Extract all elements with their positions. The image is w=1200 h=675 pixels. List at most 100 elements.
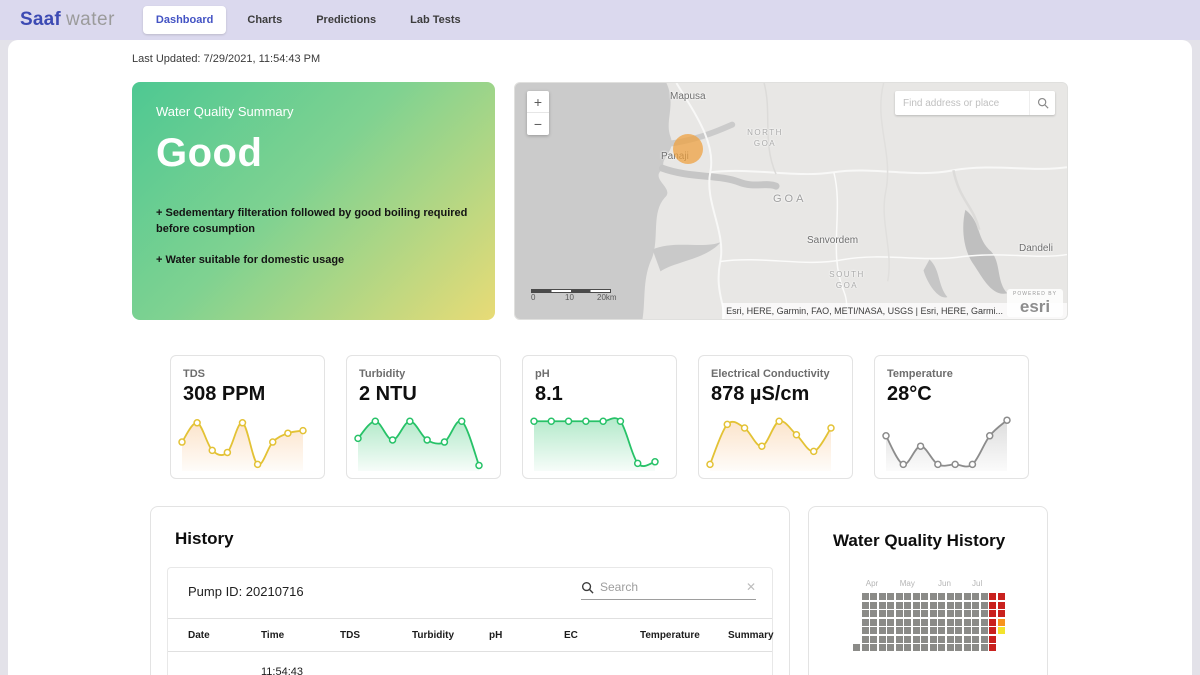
heatmap-cell[interactable] (946, 635, 954, 643)
heatmap-cell[interactable] (861, 627, 869, 634)
heatmap-cell[interactable] (929, 635, 937, 643)
heatmap-cell[interactable] (929, 618, 937, 626)
heatmap-cell[interactable] (955, 601, 962, 609)
heatmap-cell[interactable] (878, 593, 886, 600)
heatmap-cell[interactable] (878, 627, 886, 634)
clear-search-icon[interactable]: ✕ (745, 580, 756, 594)
heatmap-cell[interactable] (963, 644, 971, 651)
heatmap-cell[interactable] (955, 593, 962, 600)
heatmap-cell[interactable] (887, 644, 894, 651)
location-map[interactable]: + − Mapusa NORTH GOA Panaji GOA Sanvorde… (514, 82, 1068, 320)
heatmap-cell[interactable] (938, 601, 945, 609)
map-search-button[interactable] (1029, 91, 1055, 115)
heatmap-cell[interactable] (895, 644, 903, 651)
heatmap-cell[interactable] (938, 635, 945, 643)
heatmap-cell[interactable] (997, 610, 1005, 617)
heatmap-cell[interactable] (870, 627, 877, 634)
heatmap-cell[interactable] (870, 601, 877, 609)
heatmap-cell[interactable] (870, 635, 877, 643)
heatmap-cell[interactable] (963, 593, 971, 600)
heatmap-cell[interactable] (878, 635, 886, 643)
heatmap-cell[interactable] (870, 610, 877, 617)
heatmap-cell[interactable] (980, 627, 988, 634)
heatmap-cell[interactable] (921, 627, 928, 634)
tab-charts[interactable]: Charts (247, 14, 283, 26)
pump-location-marker[interactable] (673, 134, 703, 164)
heatmap-cell[interactable] (989, 601, 996, 609)
tab-predictions[interactable]: Predictions (316, 14, 377, 26)
heatmap-cell[interactable] (946, 601, 954, 609)
heatmap-cell[interactable] (878, 601, 886, 609)
heatmap-cell[interactable] (963, 601, 971, 609)
heatmap-cell[interactable] (989, 635, 996, 643)
map-search-input[interactable] (895, 91, 1029, 115)
zoom-in-button[interactable]: + (527, 91, 549, 113)
heatmap-cell[interactable] (972, 627, 979, 634)
heatmap-cell[interactable] (887, 593, 894, 600)
heatmap-cell[interactable] (921, 610, 928, 617)
heatmap-cell[interactable] (972, 593, 979, 600)
heatmap-cell[interactable] (929, 593, 937, 600)
heatmap-cell[interactable] (904, 601, 911, 609)
heatmap-cell[interactable] (980, 593, 988, 600)
heatmap-cell[interactable] (929, 610, 937, 617)
heatmap-cell[interactable] (980, 644, 988, 651)
heatmap-cell[interactable] (946, 593, 954, 600)
heatmap-cell[interactable] (887, 601, 894, 609)
heatmap-cell[interactable] (938, 610, 945, 617)
heatmap-cell[interactable] (946, 627, 954, 634)
tab-dashboard[interactable]: Dashboard (142, 6, 227, 34)
heatmap-cell[interactable] (946, 610, 954, 617)
heatmap-cell[interactable] (912, 610, 920, 617)
heatmap-cell[interactable] (895, 618, 903, 626)
heatmap-cell[interactable] (997, 601, 1005, 609)
heatmap-cell[interactable] (878, 644, 886, 651)
heatmap-cell[interactable] (997, 618, 1005, 626)
heatmap-cell[interactable] (904, 627, 911, 634)
heatmap-cell[interactable] (938, 627, 945, 634)
heatmap-cell[interactable] (921, 618, 928, 626)
heatmap-cell[interactable] (895, 635, 903, 643)
heatmap-cell[interactable] (938, 593, 945, 600)
heatmap-cell[interactable] (912, 635, 920, 643)
heatmap-cell[interactable] (895, 601, 903, 609)
zoom-out-button[interactable]: − (533, 116, 543, 132)
heatmap-cell[interactable] (887, 627, 894, 634)
tab-lab-tests[interactable]: Lab Tests (410, 14, 461, 26)
heatmap-cell[interactable] (870, 618, 877, 626)
heatmap-cell[interactable] (989, 627, 996, 634)
heatmap-cell[interactable] (887, 610, 894, 617)
heatmap-cell[interactable] (870, 644, 877, 651)
heatmap-cell[interactable] (989, 593, 996, 600)
heatmap-cell[interactable] (955, 644, 962, 651)
heatmap-cell[interactable] (895, 627, 903, 634)
heatmap-cell[interactable] (861, 635, 869, 643)
heatmap-cell[interactable] (904, 593, 911, 600)
heatmap-cell[interactable] (861, 601, 869, 609)
heatmap-cell[interactable] (963, 627, 971, 634)
heatmap-cell[interactable] (921, 635, 928, 643)
heatmap-cell[interactable] (870, 593, 877, 600)
heatmap-cell[interactable] (861, 593, 869, 600)
heatmap-cell[interactable] (938, 644, 945, 651)
heatmap-cell[interactable] (904, 610, 911, 617)
heatmap-cell[interactable] (921, 601, 928, 609)
heatmap-cell[interactable] (861, 644, 869, 651)
heatmap-cell[interactable] (972, 601, 979, 609)
heatmap-cell[interactable] (972, 644, 979, 651)
heatmap-cell[interactable] (861, 610, 869, 617)
heatmap-cell[interactable] (955, 610, 962, 617)
heatmap-cell[interactable] (946, 618, 954, 626)
heatmap-cell[interactable] (989, 618, 996, 626)
heatmap-cell[interactable] (963, 618, 971, 626)
heatmap-cell[interactable] (980, 618, 988, 626)
heatmap-cell[interactable] (904, 618, 911, 626)
heatmap-cell[interactable] (878, 610, 886, 617)
heatmap-cell[interactable] (980, 601, 988, 609)
heatmap-cell[interactable] (980, 635, 988, 643)
heatmap-cell[interactable] (972, 635, 979, 643)
heatmap-cell[interactable] (929, 601, 937, 609)
heatmap-cell[interactable] (938, 618, 945, 626)
heatmap-cell[interactable] (929, 627, 937, 634)
heatmap-cell[interactable] (861, 618, 869, 626)
